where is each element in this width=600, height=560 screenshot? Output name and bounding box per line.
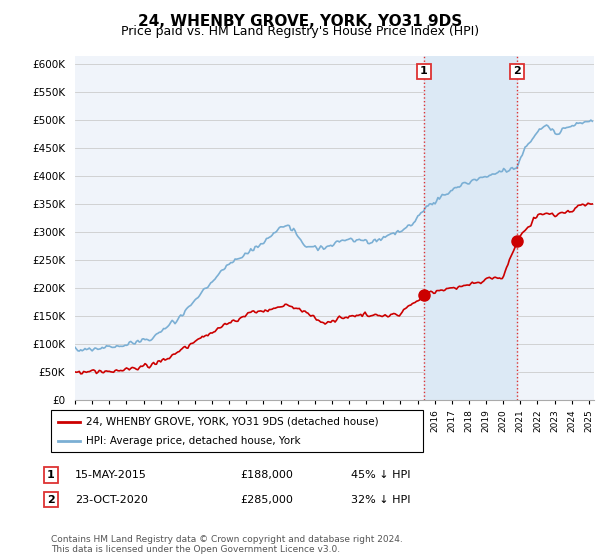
Text: 24, WHENBY GROVE, YORK, YO31 9DS (detached house): 24, WHENBY GROVE, YORK, YO31 9DS (detach… — [86, 417, 379, 427]
Text: 24, WHENBY GROVE, YORK, YO31 9DS: 24, WHENBY GROVE, YORK, YO31 9DS — [138, 14, 462, 29]
Text: 1: 1 — [420, 66, 428, 76]
Text: 45% ↓ HPI: 45% ↓ HPI — [351, 470, 410, 480]
Text: HPI: Average price, detached house, York: HPI: Average price, detached house, York — [86, 436, 301, 446]
Text: £285,000: £285,000 — [240, 494, 293, 505]
Text: Price paid vs. HM Land Registry's House Price Index (HPI): Price paid vs. HM Land Registry's House … — [121, 25, 479, 38]
Bar — [424, 56, 517, 400]
Text: 1: 1 — [47, 470, 55, 480]
Text: 15-MAY-2015: 15-MAY-2015 — [75, 470, 147, 480]
Text: £188,000: £188,000 — [240, 470, 293, 480]
Text: 2: 2 — [47, 494, 55, 505]
Text: Contains HM Land Registry data © Crown copyright and database right 2024.
This d: Contains HM Land Registry data © Crown c… — [51, 535, 403, 554]
Text: 32% ↓ HPI: 32% ↓ HPI — [351, 494, 410, 505]
Text: 23-OCT-2020: 23-OCT-2020 — [75, 494, 148, 505]
Text: 2: 2 — [513, 66, 521, 76]
